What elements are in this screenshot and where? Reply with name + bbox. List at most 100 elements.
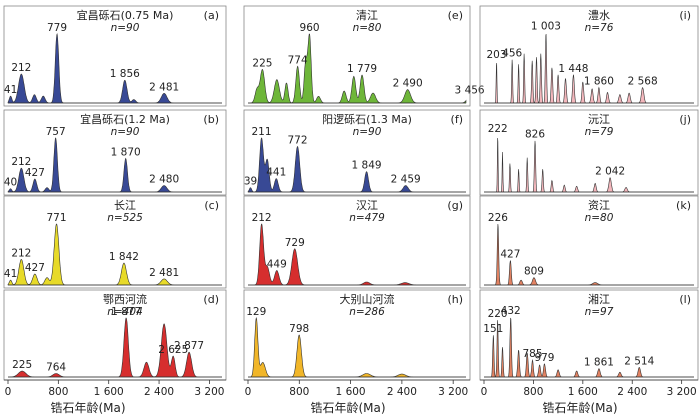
panel-e-peak-label-1: 774	[288, 54, 308, 66]
panel-g-n-label: n=479	[349, 212, 385, 224]
panel-a-letter: (a)	[204, 9, 219, 22]
panel-f-frame	[243, 109, 471, 196]
panel-i-peak-label-0: 203	[487, 49, 507, 61]
panel-h-n-label: n=286	[349, 306, 385, 318]
panel-e-n-label: n=80	[353, 22, 382, 34]
panel-e-title: 清江	[356, 9, 378, 22]
panel-k-letter: (k)	[676, 199, 691, 212]
panel-b-letter: (b)	[203, 113, 219, 126]
x-tick-label-col-3-2: 1 600	[568, 386, 598, 398]
panel-b-peak-label-0: 40	[4, 177, 17, 189]
panel-i-peak-label-4: 1 860	[584, 76, 614, 88]
panel-c-title: 长江	[114, 199, 136, 212]
panel-j-letter: (j)	[679, 113, 691, 126]
panel-j-frame	[479, 109, 699, 196]
panel-c-letter: (c)	[204, 199, 219, 212]
panel-j-peak-label-1: 826	[525, 129, 545, 141]
x-axis-label-column-3: 锆石年龄(Ma)	[542, 401, 617, 415]
panel-a-title: 宜昌砾石(0.75 Ma)	[77, 8, 174, 22]
panel-i-n-label: n=76	[585, 22, 614, 34]
panel-f-peak-label-1: 211	[252, 126, 272, 138]
panel-f-peak-label-3: 772	[287, 134, 307, 146]
panel-j-title: 沅江	[588, 113, 610, 126]
x-tick-label-col-2-0: 0	[245, 386, 252, 398]
x-tick-label-col-3-0: 0	[481, 386, 488, 398]
panel-f-peak-label-5: 2 459	[391, 174, 421, 186]
panel-h-density-area	[248, 316, 466, 378]
panel-k-title: 资江	[588, 199, 610, 212]
panel-d-letter: (d)	[203, 293, 219, 306]
panel-k-peak-label-0: 226	[488, 212, 508, 224]
x-tick-label-col-2-4: 3 200	[438, 386, 468, 398]
panel-g-density-area	[248, 223, 466, 286]
panel-a-peak-label-4: 2 481	[149, 81, 179, 93]
panel-a-peak-label-2: 779	[47, 22, 67, 34]
panel-c-peak-label-5: 2 481	[149, 267, 179, 279]
panel-a-peak-label-0: 41	[4, 84, 17, 96]
panel-l-n-label: n=97	[585, 306, 614, 318]
panel-f: 39 211 441 772 1 849 2 459 阳逻砾石(1.3 Ma)n=90 (f)	[243, 109, 471, 196]
panel-b-peak-label-5: 2 480	[149, 174, 179, 186]
panel-e-peak-label-3: 1 779	[347, 63, 377, 75]
x-tick-label-col-3-3: 2 400	[617, 386, 647, 398]
axes-group: 0 800 1 600 2 400 3 200 0 800 1 600 2 400 3 200 0 8…	[4, 379, 698, 398]
panel-i-peak-label-3: 1 448	[558, 63, 588, 75]
panel-d-peak-label-0: 225	[12, 359, 32, 371]
x-tick-label-col-1-4: 3 200	[194, 386, 224, 398]
panel-i-frame	[479, 5, 699, 107]
panel-a: 41 212 779 1 856 2 481 宜昌砾石(0.75 Ma)n=90 (a)	[3, 5, 227, 107]
panel-b-peak-label-4: 1 870	[111, 146, 141, 158]
panel-g-letter: (g)	[447, 199, 463, 212]
x-tick-label-col-3-1: 800	[523, 386, 543, 398]
panel-i-letter: (i)	[679, 9, 691, 22]
x-tick-label-col-2-3: 2 400	[387, 386, 417, 398]
panel-g-peak-label-0: 212	[252, 212, 272, 224]
panel-c-peak-label-2: 427	[25, 262, 45, 274]
panel-b-frame	[3, 109, 227, 196]
panel-c-peak-label-1: 212	[11, 247, 31, 259]
x-tick-label-col-1-0: 0	[5, 386, 12, 398]
panel-i-peak-label-5: 2 568	[628, 76, 658, 88]
x-axis-label-column-1: 锆石年龄(Ma)	[50, 401, 125, 415]
panel-l-title: 湘江	[588, 292, 610, 306]
panel-a-frame	[3, 5, 227, 107]
panel-b-n-label: n=90	[111, 126, 140, 138]
panel-f-n-label: n=90	[353, 126, 382, 138]
panel-b-peak-label-3: 757	[46, 126, 66, 138]
panel-c-peak-label-4: 1 842	[109, 251, 139, 263]
panel-c-frame	[3, 195, 227, 289]
panel-j: 222 826 2 042 沅江n=79 (j)	[479, 109, 699, 196]
panel-j-n-label: n=79	[585, 126, 614, 138]
x-tick-label-col-2-1: 800	[289, 386, 309, 398]
panel-j-peak-label-0: 222	[488, 123, 508, 135]
panel-l-peak-label-0: 151	[483, 323, 503, 335]
panel-d-peak-label-1: 764	[46, 361, 66, 373]
panel-i-peak-label-2: 1 003	[531, 21, 561, 33]
panel-i-peak-label-1: 456	[502, 47, 522, 59]
panel-h-peak-label-1: 798	[289, 323, 309, 335]
panel-e-peak-label-2: 960	[300, 22, 320, 34]
panel-a-n-label: n=90	[111, 22, 140, 34]
panel-i-density-area	[484, 33, 694, 104]
panel-e-peak-label-5: 3 456	[455, 84, 485, 96]
panel-l-peak-label-5: 1 861	[584, 357, 614, 369]
panel-k: 226 427 809 资江n=80 (k)	[479, 195, 699, 289]
panel-h-peak-label-0: 129	[246, 306, 266, 318]
panel-b-peak-label-1: 212	[11, 156, 31, 168]
panel-c-peak-label-0: 41	[4, 268, 17, 280]
panel-k-peak-label-1: 427	[500, 249, 520, 261]
panel-h-title: 大别山河流	[340, 292, 395, 306]
panel-j-peak-label-2: 2 042	[595, 166, 625, 178]
panel-g: 212 449 729 汉江n=479 (g)	[243, 195, 471, 289]
panel-g-title: 汉江	[356, 199, 378, 212]
panel-c: 41 212 427 771 1 842 2 481 长江n=525 (c)	[3, 195, 227, 289]
panel-k-frame	[479, 195, 699, 289]
panel-f-peak-label-2: 441	[266, 167, 286, 179]
panel-d-n-label: n=404	[107, 306, 143, 318]
x-tick-label-col-1-2: 1 600	[94, 386, 124, 398]
